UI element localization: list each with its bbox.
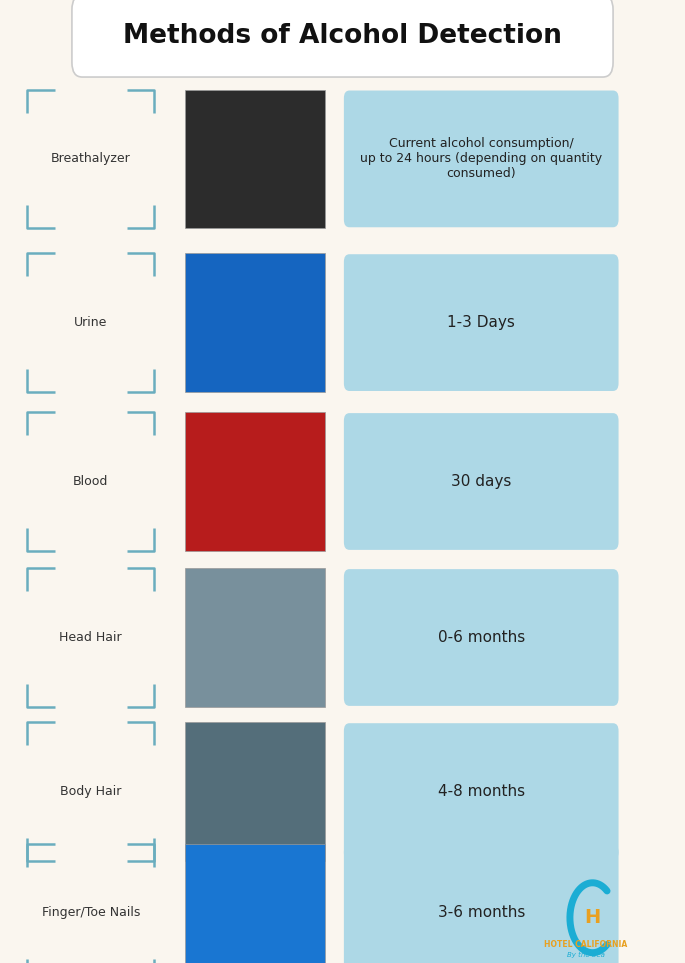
FancyBboxPatch shape: [185, 568, 325, 707]
Text: 30 days: 30 days: [451, 474, 512, 489]
FancyBboxPatch shape: [72, 0, 613, 77]
FancyBboxPatch shape: [185, 90, 325, 228]
Text: Head Hair: Head Hair: [60, 631, 122, 644]
FancyBboxPatch shape: [185, 844, 325, 963]
FancyBboxPatch shape: [185, 412, 325, 551]
Text: 0-6 months: 0-6 months: [438, 630, 525, 645]
FancyBboxPatch shape: [344, 254, 619, 391]
Text: By the Sea: By the Sea: [566, 951, 605, 957]
Text: 3-6 months: 3-6 months: [438, 905, 525, 921]
Text: H: H: [584, 908, 601, 927]
FancyBboxPatch shape: [344, 723, 619, 860]
Text: Urine: Urine: [74, 316, 108, 329]
Text: 4-8 months: 4-8 months: [438, 784, 525, 799]
FancyBboxPatch shape: [344, 569, 619, 706]
FancyBboxPatch shape: [185, 253, 325, 392]
Text: Breathalyzer: Breathalyzer: [51, 152, 131, 166]
FancyBboxPatch shape: [344, 845, 619, 963]
Text: Body Hair: Body Hair: [60, 785, 121, 798]
Text: Methods of Alcohol Detection: Methods of Alcohol Detection: [123, 23, 562, 48]
Text: HOTEL CALIFORNIA: HOTEL CALIFORNIA: [544, 940, 627, 949]
Text: 1-3 Days: 1-3 Days: [447, 315, 515, 330]
Text: Current alcohol consumption/
up to 24 hours (depending on quantity
consumed): Current alcohol consumption/ up to 24 ho…: [360, 138, 602, 180]
FancyBboxPatch shape: [185, 722, 325, 861]
Text: Finger/Toe Nails: Finger/Toe Nails: [42, 906, 140, 920]
FancyBboxPatch shape: [344, 91, 619, 227]
FancyBboxPatch shape: [344, 413, 619, 550]
Text: Blood: Blood: [73, 475, 108, 488]
